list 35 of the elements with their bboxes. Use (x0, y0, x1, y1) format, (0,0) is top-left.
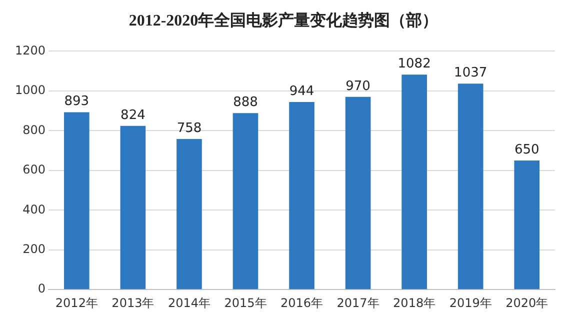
x-tick-label: 2014年 (168, 296, 210, 310)
data-label: 944 (289, 84, 314, 99)
bar (176, 139, 202, 290)
data-label: 1082 (398, 56, 431, 72)
x-tick-label: 2013年 (112, 296, 154, 310)
bar (514, 160, 540, 290)
data-label: 824 (120, 108, 146, 123)
x-tick-label: 2019年 (449, 296, 492, 310)
x-tick-label: 2018年 (393, 296, 436, 310)
x-tick-label: 2020年 (506, 296, 548, 310)
bar (402, 74, 427, 290)
bar (64, 112, 90, 290)
bar (458, 84, 484, 290)
bar (120, 126, 146, 290)
y-tick-label: 0 (38, 282, 46, 296)
data-label: 758 (176, 120, 202, 136)
bar (232, 113, 258, 290)
y-tick-label: 800 (22, 122, 46, 137)
data-label: 650 (514, 142, 540, 158)
y-tick-label: 600 (22, 162, 46, 177)
x-tick-label: 2012年 (55, 296, 98, 310)
chart-title: 2012-2020年全国电影产量变化趋势图（部） (128, 12, 438, 30)
x-tick-label: 2015年 (224, 296, 267, 310)
bar (345, 96, 371, 290)
data-label: 970 (346, 78, 370, 94)
y-tick-label: 400 (22, 202, 46, 216)
data-label: 893 (64, 94, 90, 110)
y-tick-label: 1000 (14, 83, 46, 98)
bar (289, 102, 314, 290)
x-tick-label: 2016年 (280, 296, 324, 310)
x-tick-label: 2017年 (336, 296, 380, 310)
data-label: 1037 (454, 65, 488, 80)
data-label: 888 (233, 95, 258, 110)
y-tick-label: 200 (22, 242, 46, 256)
y-tick-label: 1200 (14, 43, 46, 58)
